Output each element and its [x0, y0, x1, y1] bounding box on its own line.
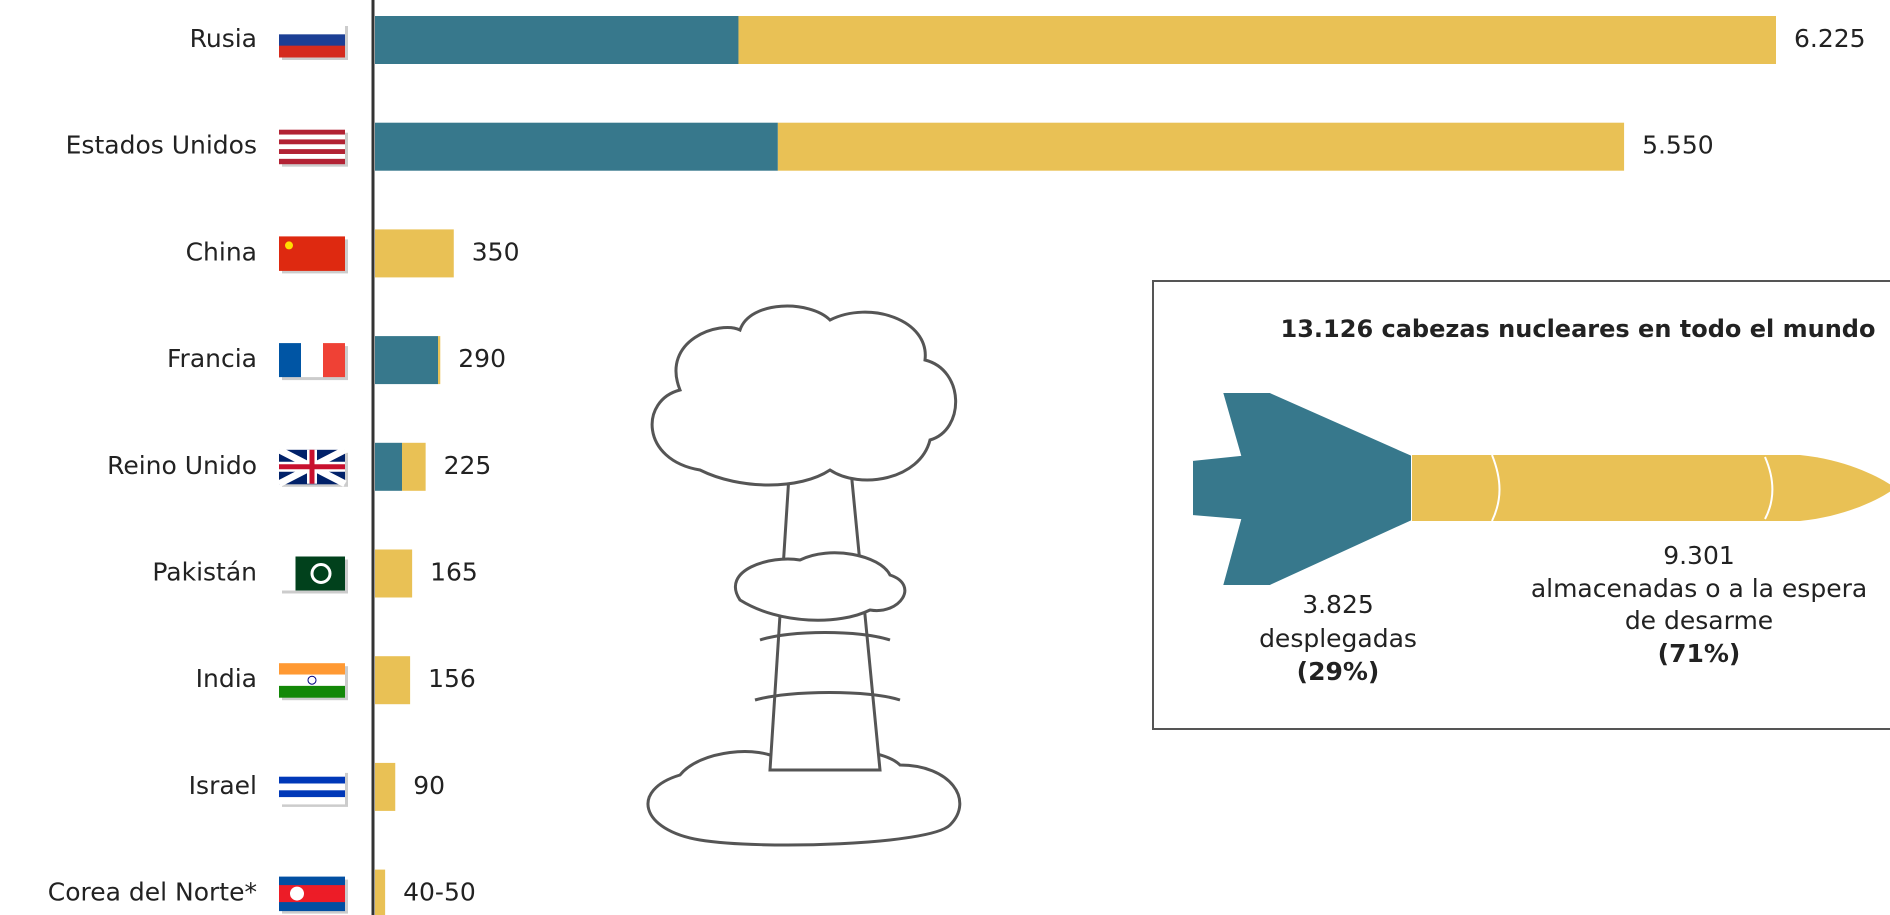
flag-stripe: [279, 149, 345, 155]
bar-segment: [375, 869, 386, 915]
bar-segment: [375, 16, 739, 64]
category-label: Francia: [167, 344, 257, 373]
inset-deployed-label: desplegadas: [1259, 624, 1417, 653]
flag-stripe: [279, 343, 301, 378]
flag-symbol: [290, 886, 304, 901]
flag-stripe: [279, 769, 345, 778]
value-label: 225: [444, 451, 492, 480]
category-label: Corea del Norte*: [48, 878, 257, 907]
value-label: 165: [430, 558, 478, 587]
bar-segment: [375, 336, 439, 385]
value-label: 90: [413, 771, 445, 800]
flag-stripe: [279, 674, 345, 687]
inset-stored-label: de desarme: [1625, 606, 1773, 635]
category-label: Reino Unido: [107, 451, 257, 480]
inset-stored-share: (71%): [1658, 639, 1741, 668]
flag: [279, 769, 348, 807]
flag: [279, 663, 348, 701]
bar-segment: [375, 229, 454, 278]
category-label: India: [196, 664, 257, 693]
flag: [279, 556, 348, 594]
flag-stripe: [279, 139, 345, 145]
mushroom-cloud: [646, 304, 962, 847]
category-label: Israel: [189, 771, 257, 800]
flag-stripe: [279, 663, 345, 676]
rocket: [1191, 391, 1890, 587]
flag: [279, 343, 348, 381]
bar-segment: [375, 656, 411, 705]
flag: [277, 446, 348, 487]
flag: [279, 23, 348, 60]
flag-stripe: [279, 685, 345, 698]
category-label: Rusia: [190, 24, 257, 53]
flag-stripe: [279, 797, 345, 805]
flag-symbol: [310, 563, 332, 584]
category-label: China: [186, 237, 257, 266]
inset-title: 13.126 cabezas nucleares en todo el mund…: [1281, 315, 1876, 343]
flag-stripe: [279, 876, 345, 886]
bar-segment: [777, 122, 1625, 171]
flag-symbol: [285, 241, 293, 250]
flag-stripe: [279, 144, 345, 150]
flag-stripe: [279, 158, 345, 165]
value-label: 5.550: [1642, 131, 1714, 160]
inset-deployed-share: (29%): [1297, 657, 1380, 686]
flag-stripe: [301, 343, 323, 378]
flag-stripe: [279, 556, 296, 591]
bar-segment: [375, 762, 396, 811]
bar-segment: [375, 549, 413, 598]
flag-symbol: [307, 675, 317, 685]
flag-stripe: [279, 783, 345, 791]
flag-symbol: [279, 449, 345, 484]
bar-segment: [375, 442, 403, 491]
flag-stripe: [279, 45, 345, 58]
category-label: Pakistán: [152, 558, 257, 587]
flag-stripe: [279, 153, 345, 160]
flag-stripe: [279, 776, 345, 784]
bar-segment: [375, 122, 778, 171]
bar-segment: [402, 442, 426, 491]
flag-stripe: [279, 134, 345, 140]
flag-stripe: [279, 23, 345, 35]
flag-stripe: [279, 790, 345, 798]
bar-segment: [438, 336, 441, 385]
flag-stripe: [279, 902, 345, 912]
flag-stripe: [279, 34, 345, 47]
bar-segment: [738, 16, 1776, 64]
flag-stripe: [323, 343, 345, 378]
value-label: 40-50: [403, 878, 476, 907]
flag: [279, 236, 348, 274]
value-label: 350: [472, 237, 520, 266]
category-label: Estados Unidos: [66, 131, 257, 160]
value-label: 156: [428, 664, 476, 693]
flag-stripe: [279, 885, 345, 895]
flag: [279, 129, 348, 167]
flag-stripe: [279, 129, 345, 136]
inset-stored-label: almacenadas o a la espera: [1531, 574, 1867, 603]
inset-stored-value: 9.301: [1663, 541, 1735, 570]
value-label: 6.225: [1794, 24, 1866, 53]
flag-stripe: [279, 893, 345, 903]
inset-deployed-value: 3.825: [1302, 590, 1374, 619]
value-label: 290: [458, 344, 506, 373]
flag: [279, 876, 348, 914]
